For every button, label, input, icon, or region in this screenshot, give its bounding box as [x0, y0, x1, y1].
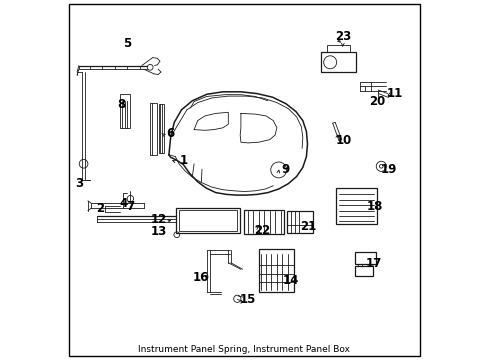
Text: 14: 14	[283, 274, 299, 287]
Bar	[355, 252, 375, 264]
Bar	[159, 104, 164, 153]
Text: 10: 10	[335, 134, 351, 147]
Text: 22: 22	[253, 224, 269, 237]
Text: 23: 23	[334, 30, 350, 42]
Text: 7: 7	[126, 201, 134, 213]
Bar	[321, 52, 356, 72]
Text: 4: 4	[120, 197, 128, 210]
Text: Instrument Panel Spring, Instrument Panel Box: Instrument Panel Spring, Instrument Pane…	[138, 345, 350, 354]
Bar	[336, 188, 376, 224]
Text: 12: 12	[150, 213, 166, 226]
Text: 3: 3	[76, 177, 83, 190]
Text: 19: 19	[380, 163, 396, 176]
Text: 1: 1	[179, 154, 187, 167]
Bar	[150, 103, 156, 155]
Text: 15: 15	[240, 293, 256, 306]
Text: 5: 5	[123, 37, 131, 50]
Circle shape	[379, 165, 382, 168]
Text: 20: 20	[369, 95, 385, 108]
Bar	[244, 210, 284, 234]
Text: 17: 17	[365, 257, 382, 270]
Bar	[176, 208, 240, 233]
Text: 18: 18	[366, 201, 382, 213]
Bar	[120, 94, 130, 128]
Bar	[355, 266, 373, 276]
Bar	[326, 45, 349, 52]
Text: 9: 9	[281, 163, 289, 176]
Text: 8: 8	[117, 98, 125, 111]
Text: 2: 2	[96, 202, 103, 215]
Text: 13: 13	[150, 225, 166, 238]
Text: 21: 21	[300, 220, 316, 233]
Bar	[286, 211, 312, 233]
Text: 16: 16	[192, 271, 208, 284]
Text: 11: 11	[386, 87, 402, 100]
Bar	[179, 210, 237, 231]
Bar	[258, 249, 294, 292]
Text: 6: 6	[166, 127, 175, 140]
